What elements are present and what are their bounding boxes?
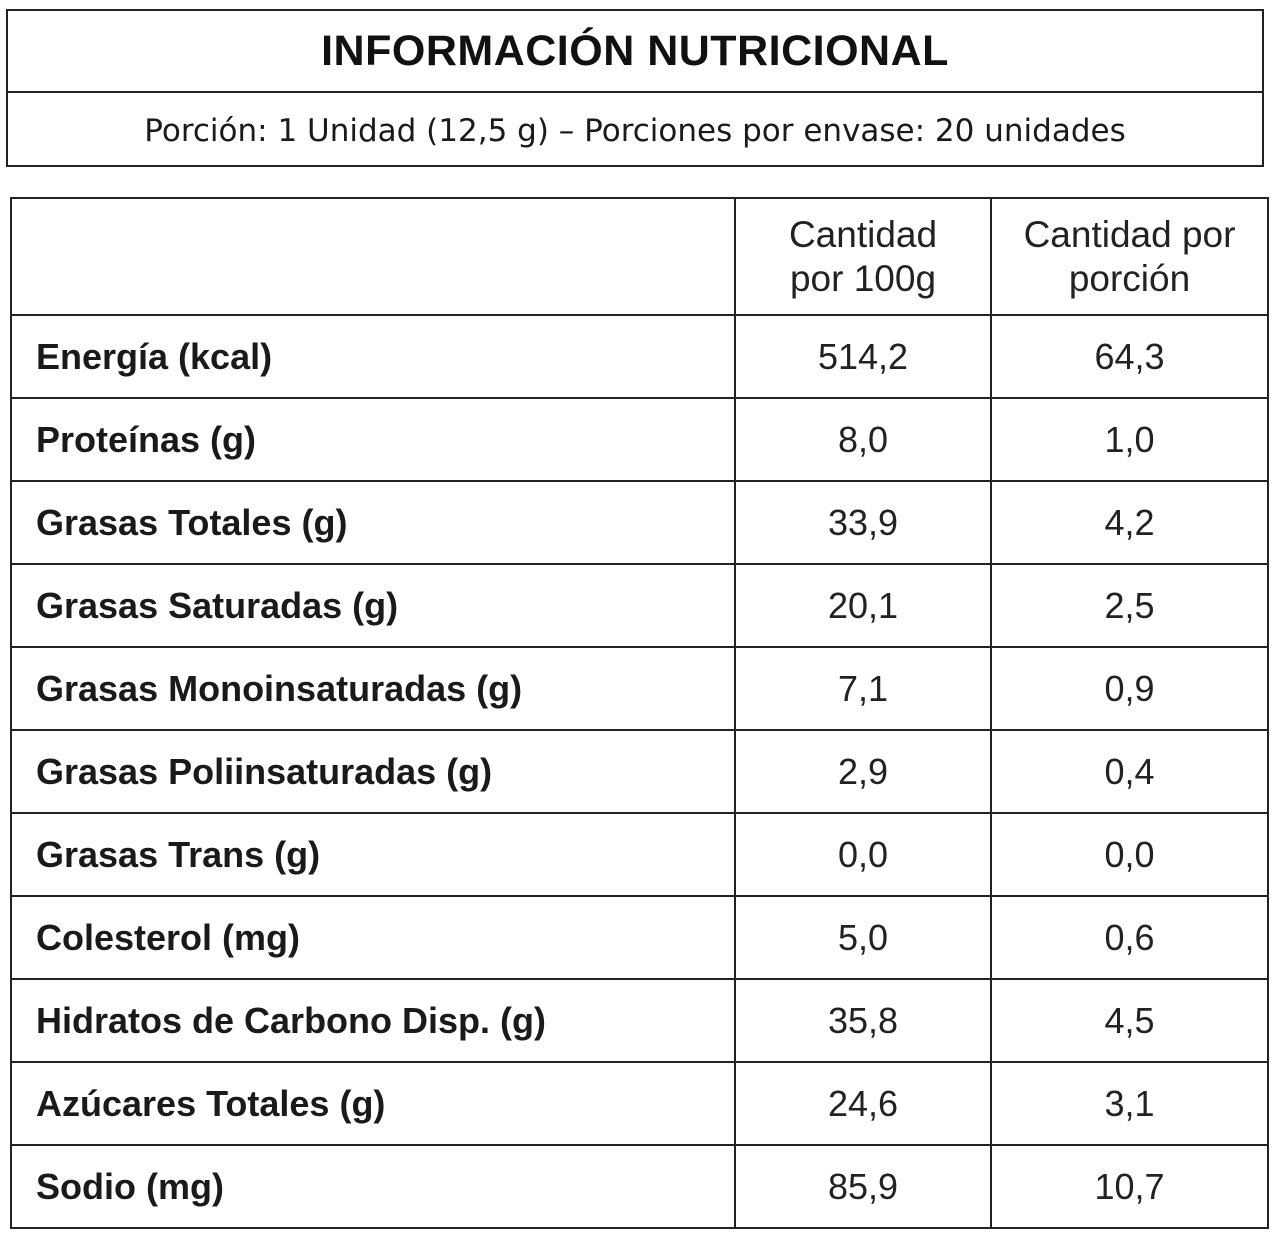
table-row: Azúcares Totales (g) 24,6 3,1	[10, 1061, 1269, 1146]
page-title: INFORMACIÓN NUTRICIONAL	[8, 11, 1262, 93]
table-row: Colesterol (mg) 5,0 0,6	[10, 895, 1269, 980]
value-per-portion: 0,9	[990, 646, 1269, 731]
column-header-line: por 100g	[789, 257, 937, 299]
value-per-100g: 85,9	[734, 1144, 992, 1229]
value-per-100g: 0,0	[734, 812, 992, 897]
nutrient-name: Sodio (mg)	[10, 1144, 736, 1229]
value-per-portion: 0,4	[990, 729, 1269, 814]
nutrient-name: Energía (kcal)	[10, 314, 736, 399]
column-header-line: Cantidad	[788, 213, 938, 255]
value-per-100g: 514,2	[734, 314, 992, 399]
value-per-100g: 2,9	[734, 729, 992, 814]
serving-info: Porción: 1 Unidad (12,5 g) – Porciones p…	[144, 113, 1126, 149]
value-per-100g: 5,0	[734, 895, 992, 980]
table-row: Grasas Trans (g) 0,0 0,0	[10, 812, 1269, 897]
value-per-portion: 1,0	[990, 397, 1269, 482]
value-per-portion: 10,7	[990, 1144, 1269, 1229]
table-row: Energía (kcal) 514,2 64,3	[10, 314, 1269, 399]
value-per-portion: 64,3	[990, 314, 1269, 399]
value-per-100g: 24,6	[734, 1061, 992, 1146]
column-header-line: porción	[1068, 257, 1191, 299]
nutrient-name: Hidratos de Carbono Disp. (g)	[10, 978, 736, 1063]
column-header-line: Cantidad por	[1023, 213, 1236, 255]
nutrient-name: Grasas Poliinsaturadas (g)	[10, 729, 736, 814]
table-row: Grasas Saturadas (g) 20,1 2,5	[10, 563, 1269, 648]
value-per-100g: 20,1	[734, 563, 992, 648]
value-per-portion: 0,6	[990, 895, 1269, 980]
value-per-100g: 7,1	[734, 646, 992, 731]
value-per-portion: 4,2	[990, 480, 1269, 565]
nutrient-name: Proteínas (g)	[10, 397, 736, 482]
nutrient-name: Grasas Saturadas (g)	[10, 563, 736, 648]
value-per-100g: 33,9	[734, 480, 992, 565]
value-per-100g: 35,8	[734, 978, 992, 1063]
value-per-portion: 3,1	[990, 1061, 1269, 1146]
value-per-portion: 4,5	[990, 978, 1269, 1063]
nutrient-name: Grasas Trans (g)	[10, 812, 736, 897]
table-header-row: Cantidad por 100g Cantidad por porción	[10, 197, 1269, 316]
nutrient-name: Colesterol (mg)	[10, 895, 736, 980]
nutrition-header: INFORMACIÓN NUTRICIONAL Porción: 1 Unida…	[6, 9, 1264, 167]
nutrition-table: Cantidad por 100g Cantidad por porción E…	[10, 197, 1269, 1229]
table-row: Sodio (mg) 85,9 10,7	[10, 1144, 1269, 1229]
column-header-per-100g: Cantidad por 100g	[734, 197, 992, 316]
nutrient-name: Grasas Monoinsaturadas (g)	[10, 646, 736, 731]
value-per-portion: 2,5	[990, 563, 1269, 648]
value-per-100g: 8,0	[734, 397, 992, 482]
column-header-nutrient	[10, 197, 736, 316]
value-per-portion: 0,0	[990, 812, 1269, 897]
nutrient-name: Grasas Totales (g)	[10, 480, 736, 565]
table-row: Grasas Poliinsaturadas (g) 2,9 0,4	[10, 729, 1269, 814]
table-row: Hidratos de Carbono Disp. (g) 35,8 4,5	[10, 978, 1269, 1063]
table-row: Grasas Totales (g) 33,9 4,2	[10, 480, 1269, 565]
table-row: Proteínas (g) 8,0 1,0	[10, 397, 1269, 482]
nutrient-name: Azúcares Totales (g)	[10, 1061, 736, 1146]
column-header-per-portion: Cantidad por porción	[990, 197, 1269, 316]
table-row: Grasas Monoinsaturadas (g) 7,1 0,9	[10, 646, 1269, 731]
